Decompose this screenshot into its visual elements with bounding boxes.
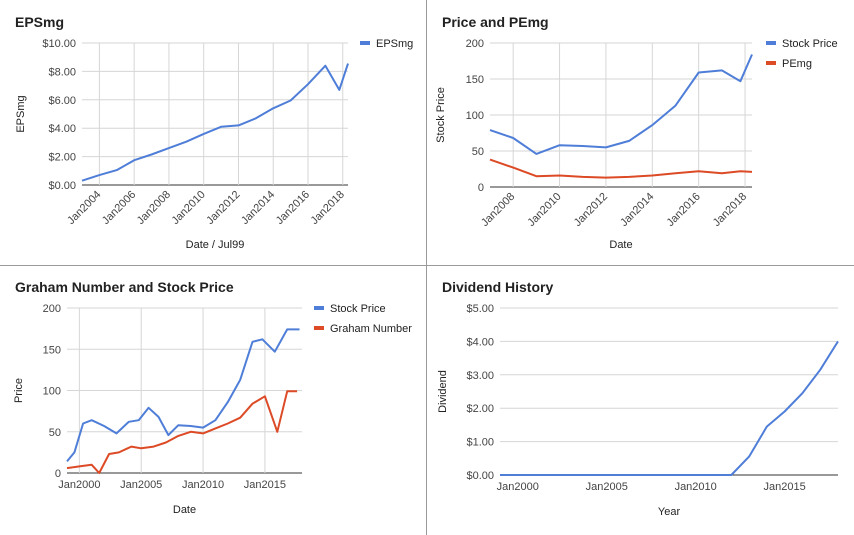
legend-swatch bbox=[766, 61, 776, 65]
dividend-chart: Dividend History $0.00 $1.00 $2.00 $3.00 $4.0… bbox=[437, 279, 839, 518]
x-axis-title: Date bbox=[173, 504, 196, 516]
chart-title: Graham Number and Stock Price bbox=[15, 279, 234, 295]
series-line-dividend bbox=[500, 340, 839, 476]
x-tick-label: Jan2016 bbox=[664, 191, 702, 229]
legend-swatch bbox=[314, 326, 324, 330]
price-pe-chart: Price and PEmg 0 50 100 150 200 Jan2008 Jan2010… bbox=[435, 14, 838, 251]
y-axis-title: Dividend bbox=[437, 370, 449, 413]
x-tick-label: Jan2018 bbox=[711, 191, 749, 229]
y-tick-label: $2.00 bbox=[466, 403, 494, 415]
price-pe-chart-panel: Price and PEmg 0 50 100 150 200 Jan2008 Jan2010… bbox=[427, 0, 854, 266]
y-tick-label: 200 bbox=[43, 303, 61, 315]
x-tick-label: Jan2008 bbox=[135, 189, 173, 227]
x-tick-label: Jan2018 bbox=[309, 189, 347, 227]
eps-chart: EPSmg $0.00 $2.00 $4.00 $6.00 $8.00 $10.00 Jan2… bbox=[15, 14, 413, 251]
y-axis-title: Price bbox=[13, 378, 25, 403]
eps-chart-panel: EPSmg $0.00 $2.00 $4.00 $6.00 $8.00 $10.00 Jan2… bbox=[0, 0, 427, 266]
x-tick-label: Jan2010 bbox=[675, 481, 717, 493]
y-tick-label: $6.00 bbox=[48, 95, 76, 107]
x-axis-title: Year bbox=[658, 506, 681, 518]
x-tick-label: Jan2012 bbox=[572, 191, 610, 229]
x-tick-label: Jan2015 bbox=[764, 481, 806, 493]
series-line-stock-price bbox=[66, 328, 300, 463]
y-tick-label: $5.00 bbox=[466, 303, 494, 315]
y-tick-label: 0 bbox=[478, 182, 484, 194]
legend-label: Graham Number bbox=[330, 323, 412, 335]
y-axis-title: EPSmg bbox=[15, 95, 27, 132]
x-tick-label: Jan2000 bbox=[58, 479, 100, 491]
x-tick-label: Jan2005 bbox=[120, 479, 162, 491]
x-axis-title: Date bbox=[609, 239, 632, 251]
y-axis-title: Stock Price bbox=[435, 87, 447, 143]
y-tick-label: 150 bbox=[466, 74, 484, 86]
x-tick-label: Jan2012 bbox=[204, 189, 242, 227]
series-line-epsmg bbox=[81, 63, 349, 182]
x-tick-label: Jan2008 bbox=[479, 191, 517, 229]
legend-swatch bbox=[360, 41, 370, 45]
x-tick-label: Jan2016 bbox=[274, 189, 312, 227]
dividend-chart-panel: Dividend History $0.00 $1.00 $2.00 $3.00 $4.0… bbox=[427, 266, 854, 535]
legend-label: Stock Price bbox=[782, 38, 838, 50]
y-tick-label: $3.00 bbox=[466, 370, 494, 382]
y-tick-label: $8.00 bbox=[48, 66, 76, 78]
x-tick-label: Jan2010 bbox=[525, 191, 563, 229]
legend-label: PEmg bbox=[782, 58, 812, 70]
y-tick-label: $2.00 bbox=[48, 152, 76, 164]
legend-label: EPSmg bbox=[376, 38, 413, 50]
x-tick-label: Jan2000 bbox=[497, 481, 539, 493]
series-line-pemg bbox=[489, 158, 753, 179]
graham-chart: Graham Number and Stock Price 0 50 100 150 20… bbox=[13, 279, 412, 516]
legend-swatch bbox=[314, 306, 324, 310]
y-tick-label: $4.00 bbox=[48, 123, 76, 135]
chart-title: Dividend History bbox=[442, 279, 553, 295]
y-tick-label: 0 bbox=[55, 468, 61, 480]
y-tick-label: $4.00 bbox=[466, 336, 494, 348]
legend-swatch bbox=[766, 41, 776, 45]
series-line-stock-price bbox=[489, 54, 753, 155]
y-tick-label: 150 bbox=[43, 344, 61, 356]
y-tick-label: 50 bbox=[49, 427, 61, 439]
y-tick-label: $10.00 bbox=[42, 38, 76, 50]
x-tick-label: Jan2014 bbox=[618, 191, 656, 229]
chart-title: EPSmg bbox=[15, 14, 64, 30]
x-tick-label: Jan2015 bbox=[244, 479, 286, 491]
x-tick-label: Jan2006 bbox=[100, 189, 138, 227]
y-tick-label: $0.00 bbox=[48, 180, 76, 192]
y-tick-label: $1.00 bbox=[466, 437, 494, 449]
x-tick-label: Jan2010 bbox=[169, 189, 207, 227]
x-axis-title: Date / Jul99 bbox=[186, 239, 245, 251]
y-tick-label: 200 bbox=[466, 38, 484, 50]
x-tick-label: Jan2004 bbox=[65, 189, 103, 227]
x-tick-label: Jan2010 bbox=[182, 479, 224, 491]
graham-chart-panel: Graham Number and Stock Price 0 50 100 150 20… bbox=[0, 266, 427, 535]
chart-title: Price and PEmg bbox=[442, 14, 549, 30]
x-tick-label: Jan2014 bbox=[239, 189, 277, 227]
y-tick-label: 100 bbox=[466, 110, 484, 122]
y-tick-label: 50 bbox=[472, 146, 484, 158]
legend-label: Stock Price bbox=[330, 303, 386, 315]
series-line-graham-number bbox=[66, 390, 298, 474]
y-tick-label: $0.00 bbox=[466, 470, 494, 482]
y-tick-label: 100 bbox=[43, 386, 61, 398]
x-tick-label: Jan2005 bbox=[586, 481, 628, 493]
